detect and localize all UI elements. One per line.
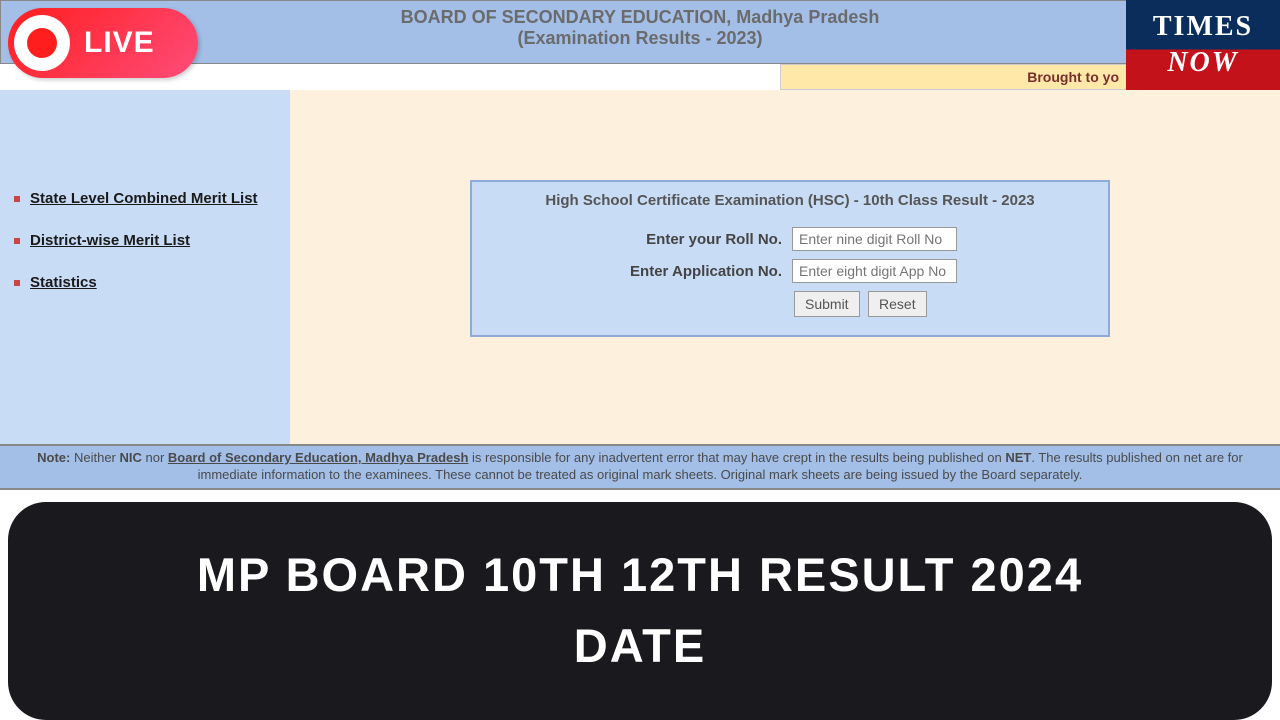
roll-label: Enter your Roll No. bbox=[492, 231, 792, 248]
note-nic: NIC bbox=[120, 450, 142, 465]
roll-input[interactable] bbox=[792, 227, 957, 251]
content-area: High School Certificate Examination (HSC… bbox=[290, 90, 1280, 444]
sidebar-item-statistics[interactable]: Statistics bbox=[30, 274, 97, 291]
live-badge: LIVE bbox=[8, 8, 198, 78]
sidebar: State Level Combined Merit List District… bbox=[0, 90, 290, 444]
note-bar: Note: Neither NIC nor Board of Secondary… bbox=[0, 444, 1280, 490]
brought-row: Brought to yo bbox=[0, 64, 1280, 90]
app-input[interactable] bbox=[792, 259, 957, 283]
live-text: LIVE bbox=[84, 26, 155, 60]
note-board-link[interactable]: Board of Secondary Education, Madhya Pra… bbox=[168, 450, 469, 465]
reset-button[interactable]: Reset bbox=[868, 291, 927, 317]
banner-line2: DATE bbox=[574, 611, 706, 682]
live-dot-icon bbox=[27, 28, 57, 58]
headline-banner: MP BOARD 10TH 12TH RESULT 2024 DATE bbox=[8, 502, 1272, 720]
sidebar-item-merit-combined[interactable]: State Level Combined Merit List bbox=[30, 190, 258, 207]
live-dot-outer bbox=[14, 15, 70, 71]
times-now-logo: TIMES NOW bbox=[1126, 0, 1280, 90]
main-area: State Level Combined Merit List District… bbox=[0, 90, 1280, 444]
logo-line1: TIMES bbox=[1153, 13, 1253, 41]
result-form: High School Certificate Examination (HSC… bbox=[470, 180, 1110, 337]
note-t1: Neither bbox=[70, 450, 119, 465]
app-label: Enter Application No. bbox=[492, 263, 792, 280]
note-net: NET bbox=[1005, 450, 1031, 465]
submit-button[interactable]: Submit bbox=[794, 291, 860, 317]
note-t2: nor bbox=[142, 450, 168, 465]
sidebar-item-merit-district[interactable]: District-wise Merit List bbox=[30, 232, 190, 249]
banner-line1: MP BOARD 10TH 12TH RESULT 2024 bbox=[197, 540, 1083, 611]
note-t3: is responsible for any inadvertent error… bbox=[468, 450, 1005, 465]
note-prefix: Note: bbox=[37, 450, 70, 465]
form-title: High School Certificate Examination (HSC… bbox=[492, 192, 1088, 209]
logo-line2: NOW bbox=[1167, 49, 1238, 77]
